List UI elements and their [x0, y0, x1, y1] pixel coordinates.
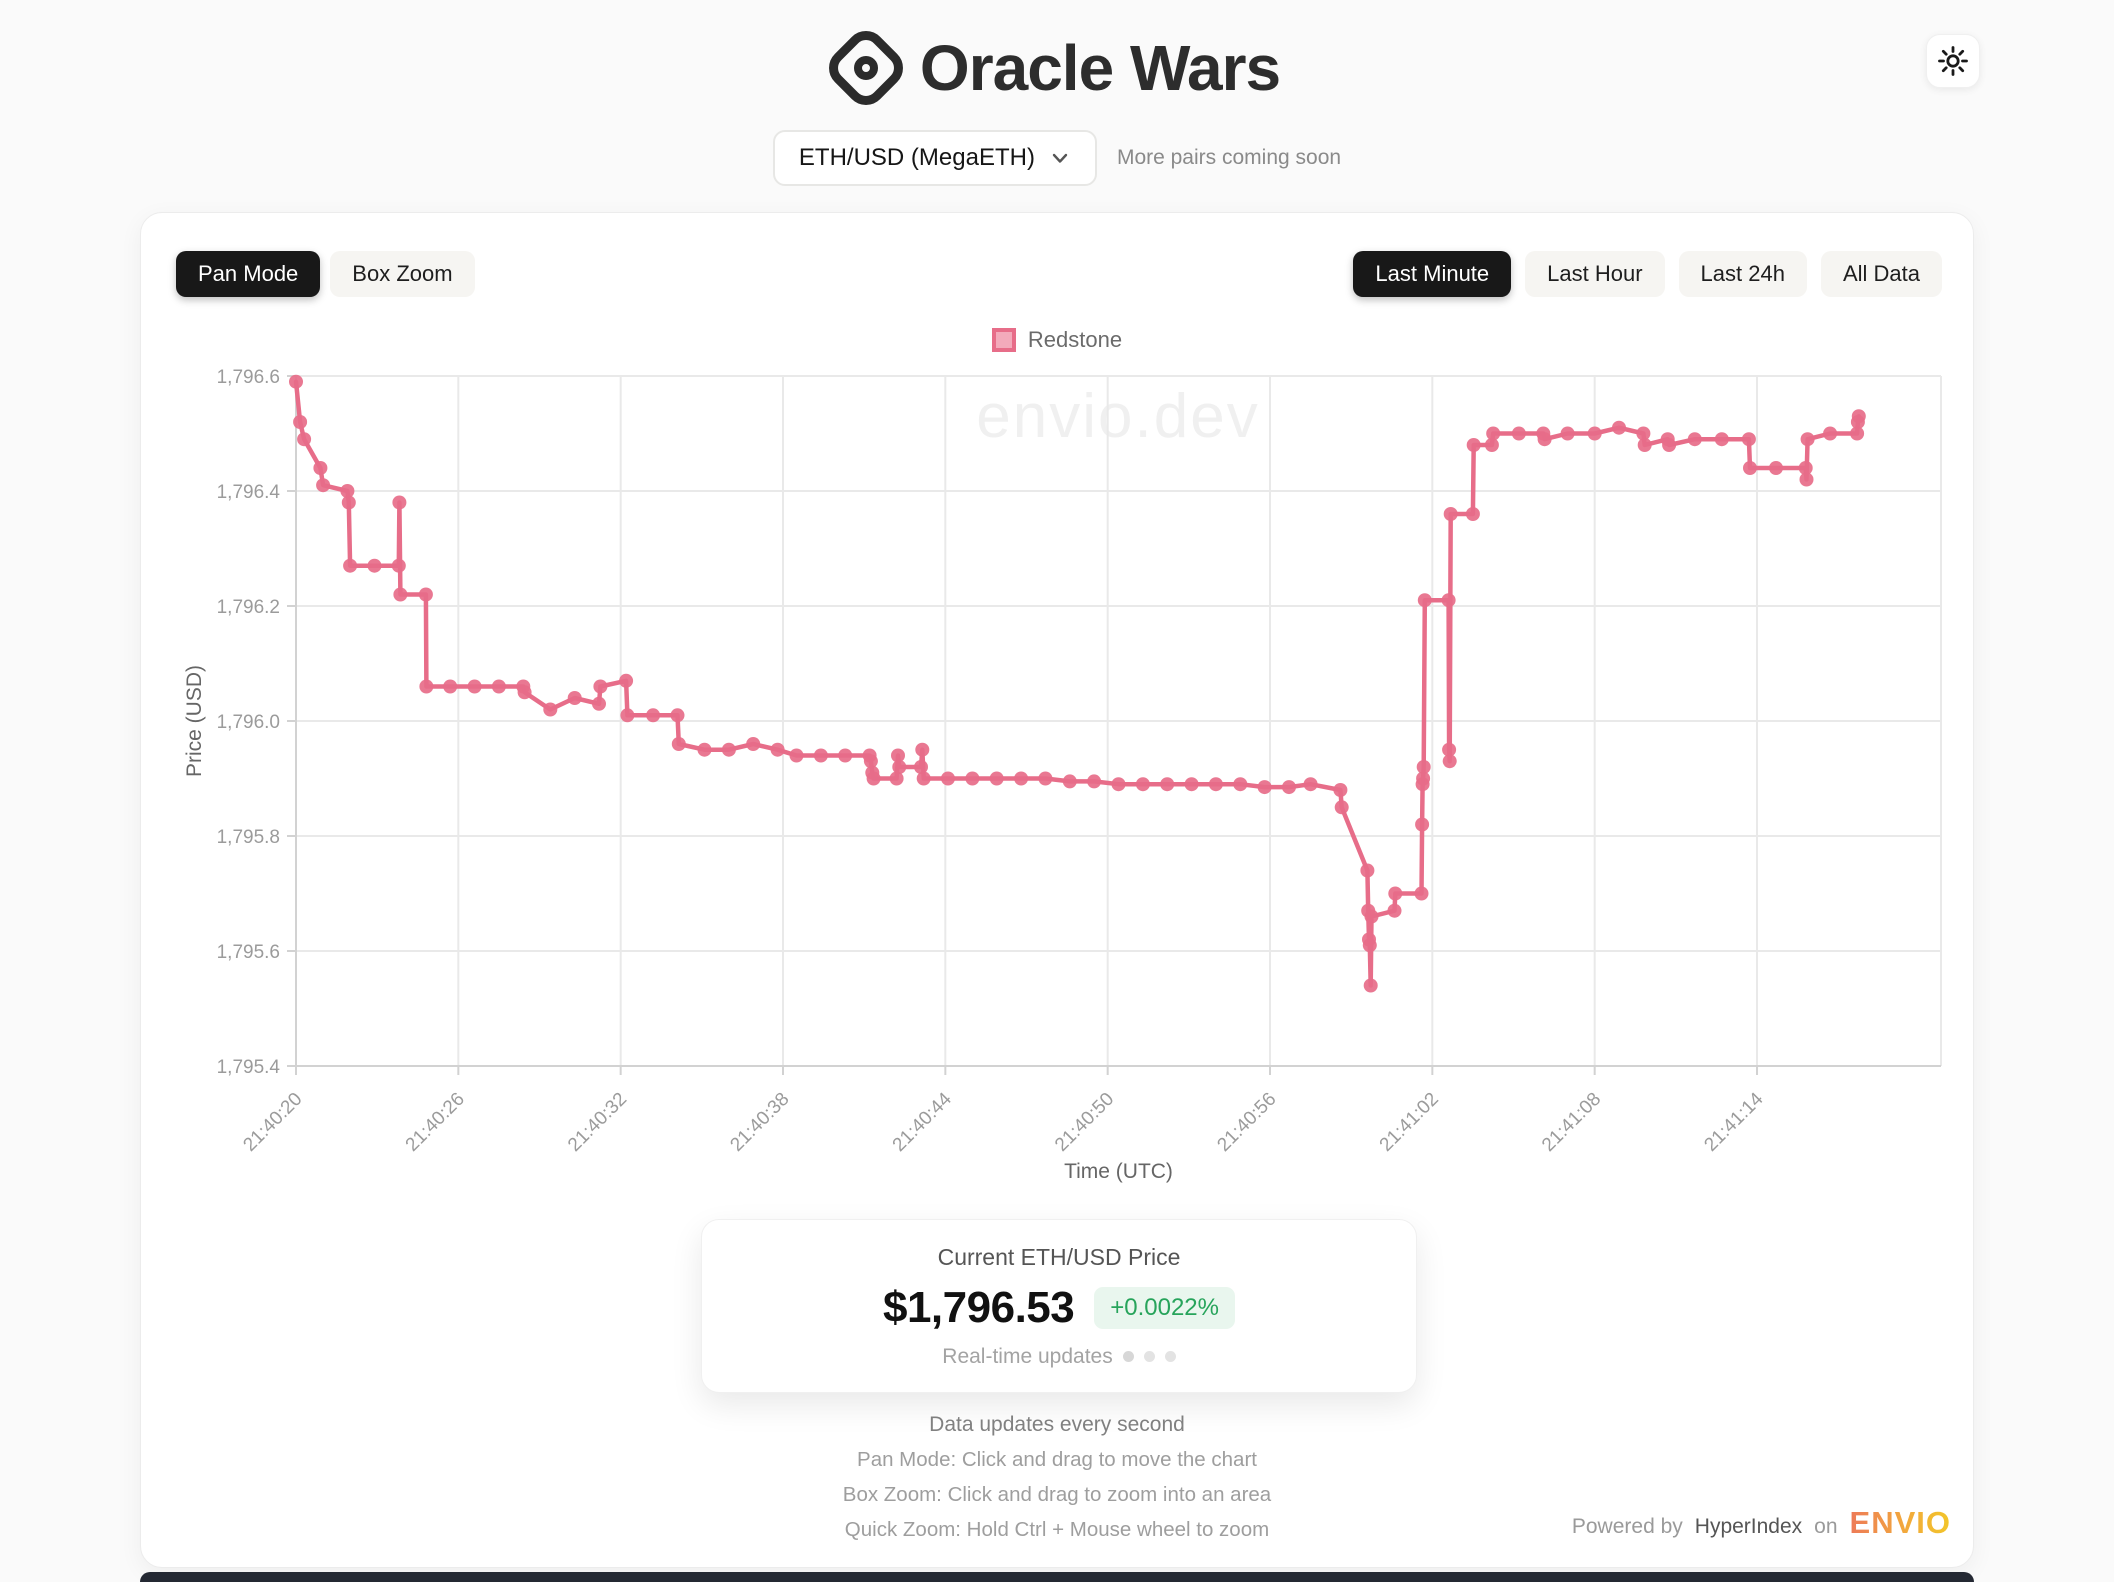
- hint-quick-zoom: Quick Zoom: Hold Ctrl + Mouse wheel to z…: [844, 1518, 1270, 1541]
- price-chart-canvas[interactable]: 1,795.4 1,795.6 1,795.8 1,796.0 1,796.2 1,796…: [141, 213, 1975, 1569]
- realtime-updates-label: Real-time updates: [942, 1344, 1113, 1368]
- svg-text:1,796.4: 1,796.4: [217, 482, 281, 503]
- svg-text:1,796.2: 1,796.2: [217, 597, 280, 618]
- hyperindex-link[interactable]: HyperIndex: [1694, 1515, 1803, 1538]
- pulse-dot-icon: [1143, 1351, 1155, 1362]
- next-section-edge: [140, 1572, 1974, 1582]
- svg-text:Time (UTC): Time (UTC): [1064, 1160, 1173, 1183]
- pulse-dot-icon: [1122, 1351, 1134, 1362]
- theme-toggle-button[interactable]: [1926, 34, 1980, 88]
- svg-text:21:40:38: 21:40:38: [726, 1089, 793, 1156]
- box-zoom-button[interactable]: Box Zoom: [330, 251, 475, 297]
- svg-text:1,796.0: 1,796.0: [217, 712, 280, 733]
- hint-box-zoom: Box Zoom: Click and drag to zoom into an…: [842, 1483, 1272, 1506]
- mode-toolbar: Pan Mode Box Zoom: [176, 251, 475, 297]
- svg-text:Price (USD): Price (USD): [183, 665, 206, 777]
- pulse-dot-icon: [1164, 1351, 1176, 1362]
- range-toolbar: Last Minute Last Hour Last 24h All Data: [1353, 251, 1942, 297]
- current-price-card: Current ETH/USD Price $1,796.53 +0.0022%…: [701, 1219, 1417, 1393]
- redstone-legend-swatch-icon: [991, 328, 1016, 352]
- chevron-down-icon: [1052, 153, 1068, 163]
- svg-text:21:41:14: 21:41:14: [1700, 1088, 1767, 1155]
- current-price-label: Current ETH/USD Price: [937, 1243, 1181, 1270]
- svg-text:21:41:08: 21:41:08: [1538, 1089, 1605, 1156]
- app-header: Oracle Wars: [0, 18, 2114, 118]
- envio-brand-link[interactable]: ENVIO: [1849, 1505, 1951, 1540]
- svg-text:21:40:26: 21:40:26: [402, 1089, 469, 1156]
- price-change-badge: +0.0022%: [1094, 1286, 1235, 1329]
- legend-label: Redstone: [1027, 327, 1123, 352]
- svg-text:21:40:20: 21:40:20: [239, 1089, 306, 1156]
- range-last-hour-button[interactable]: Last Hour: [1525, 251, 1665, 297]
- chart-legend-item[interactable]: Redstone: [141, 327, 1973, 353]
- logo-ring-icon: [848, 51, 883, 85]
- svg-text:1,796.6: 1,796.6: [217, 367, 280, 388]
- pan-mode-button[interactable]: Pan Mode: [176, 251, 321, 297]
- svg-text:21:41:02: 21:41:02: [1376, 1089, 1443, 1156]
- powered-on-label: on: [1814, 1515, 1838, 1538]
- svg-text:1,795.4: 1,795.4: [217, 1057, 281, 1078]
- svg-text:21:40:50: 21:40:50: [1051, 1089, 1118, 1156]
- svg-text:21:40:56: 21:40:56: [1213, 1089, 1280, 1156]
- pair-selector-row: ETH/USD (MegaETH) More pairs coming soon: [0, 130, 2114, 186]
- hint-pan-mode: Pan Mode: Click and drag to move the cha…: [857, 1448, 1257, 1471]
- svg-text:1,795.8: 1,795.8: [217, 827, 280, 848]
- page-title: Oracle Wars: [919, 32, 1281, 104]
- sun-icon: [1938, 46, 1968, 76]
- svg-text:21:40:32: 21:40:32: [564, 1089, 631, 1156]
- range-all-data-button[interactable]: All Data: [1820, 251, 1942, 297]
- range-last-minute-button[interactable]: Last Minute: [1353, 251, 1512, 297]
- oracle-wars-logo-icon: [820, 22, 912, 114]
- more-pairs-note: More pairs coming soon: [1116, 146, 1342, 169]
- powered-by-row: Powered by HyperIndex on ENVIO: [1572, 1505, 1951, 1541]
- chart-card: Pan Mode Box Zoom Last Minute Last Hour …: [140, 212, 1974, 1568]
- pair-select[interactable]: ETH/USD (MegaETH): [772, 130, 1097, 186]
- usage-hints: Data updates every second Pan Mode: Clic…: [141, 1413, 1973, 1542]
- svg-text:1,795.6: 1,795.6: [217, 942, 280, 963]
- current-price-value: $1,796.53: [882, 1282, 1075, 1332]
- envio-watermark: envio.dev: [976, 382, 1260, 451]
- pair-select-value: ETH/USD (MegaETH): [798, 144, 1035, 171]
- svg-text:21:40:44: 21:40:44: [889, 1088, 956, 1155]
- hint-data-updates: Data updates every second: [929, 1413, 1185, 1436]
- powered-by-label: Powered by: [1571, 1515, 1683, 1538]
- range-last-24h-button[interactable]: Last 24h: [1678, 251, 1807, 297]
